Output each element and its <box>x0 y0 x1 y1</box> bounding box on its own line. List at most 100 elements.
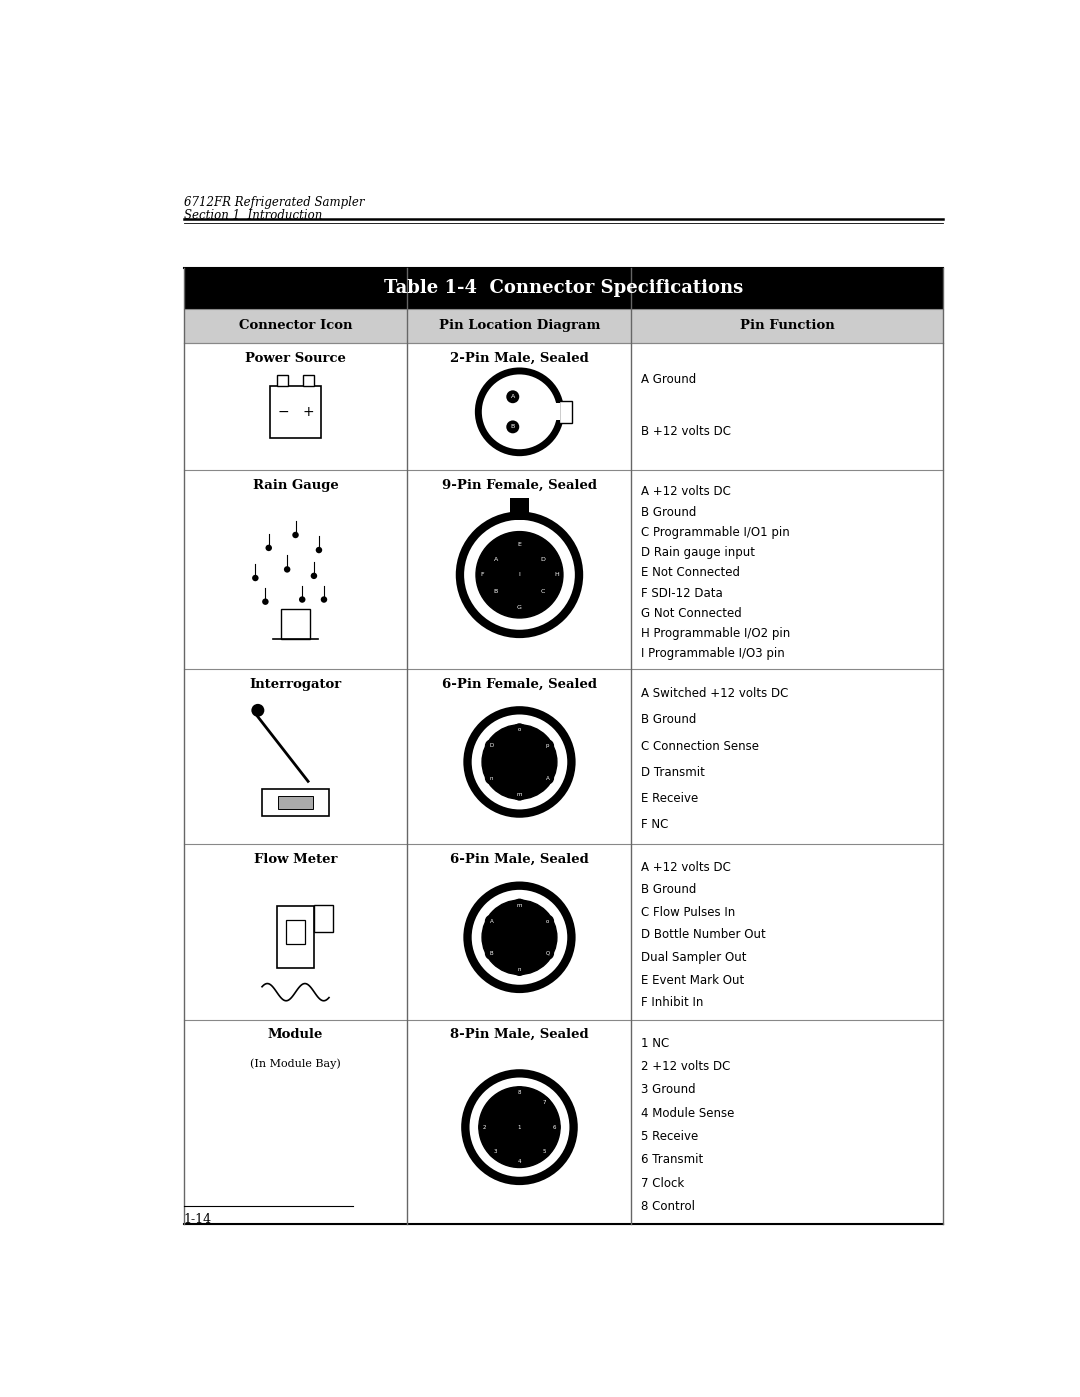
Text: I: I <box>518 573 521 577</box>
Text: A Ground: A Ground <box>642 373 697 386</box>
Text: +: + <box>302 405 314 419</box>
Text: G Not Connected: G Not Connected <box>642 606 742 620</box>
Ellipse shape <box>513 788 526 800</box>
Ellipse shape <box>321 597 327 602</box>
Text: C: C <box>541 590 545 595</box>
Ellipse shape <box>460 515 579 634</box>
Text: 6-Pin Male, Sealed: 6-Pin Male, Sealed <box>450 852 589 866</box>
Text: E Event Mark Out: E Event Mark Out <box>642 974 745 986</box>
Text: I Programmable I/O3 pin: I Programmable I/O3 pin <box>642 647 785 661</box>
Text: E Not Connected: E Not Connected <box>642 566 741 580</box>
Text: 2-Pin Male, Sealed: 2-Pin Male, Sealed <box>450 352 589 365</box>
FancyBboxPatch shape <box>278 376 288 386</box>
Text: 6712FR Refrigerated Sampler: 6712FR Refrigerated Sampler <box>184 196 364 208</box>
Text: C Programmable I/O1 pin: C Programmable I/O1 pin <box>642 525 791 539</box>
Ellipse shape <box>284 566 291 573</box>
Text: F Inhibit In: F Inhibit In <box>642 996 704 1009</box>
Ellipse shape <box>476 569 489 581</box>
Text: 4: 4 <box>517 1160 522 1164</box>
FancyBboxPatch shape <box>184 1020 943 1224</box>
Text: F: F <box>481 573 485 577</box>
Ellipse shape <box>252 704 265 717</box>
FancyBboxPatch shape <box>559 401 572 422</box>
Text: 3 Ground: 3 Ground <box>642 1083 697 1097</box>
FancyBboxPatch shape <box>184 469 943 669</box>
FancyBboxPatch shape <box>184 309 943 344</box>
Text: 5 Receive: 5 Receive <box>642 1130 699 1143</box>
Ellipse shape <box>489 585 502 598</box>
Ellipse shape <box>485 771 498 785</box>
Text: H: H <box>554 573 558 577</box>
Ellipse shape <box>507 420 519 433</box>
FancyBboxPatch shape <box>281 609 310 640</box>
Text: 3: 3 <box>494 1148 497 1154</box>
Text: Module: Module <box>268 1028 323 1041</box>
Ellipse shape <box>538 1146 551 1158</box>
Text: 8 Control: 8 Control <box>642 1200 696 1213</box>
Text: p: p <box>545 743 550 749</box>
Text: E: E <box>517 542 522 548</box>
Ellipse shape <box>541 947 554 960</box>
Ellipse shape <box>293 532 299 538</box>
Ellipse shape <box>311 573 318 580</box>
Text: (In Module Bay): (In Module Bay) <box>251 1059 341 1069</box>
FancyBboxPatch shape <box>184 344 943 469</box>
Text: D: D <box>541 557 545 562</box>
Ellipse shape <box>513 1120 526 1133</box>
Ellipse shape <box>541 915 554 928</box>
FancyBboxPatch shape <box>184 669 943 844</box>
Text: o: o <box>517 728 522 732</box>
Text: H Programmable I/O2 pin: H Programmable I/O2 pin <box>642 627 791 640</box>
Text: A +12 volts DC: A +12 volts DC <box>642 485 731 499</box>
Text: Flow Meter: Flow Meter <box>254 852 337 866</box>
Text: Pin Location Diagram: Pin Location Diagram <box>438 320 600 332</box>
Ellipse shape <box>513 601 526 613</box>
Text: 8: 8 <box>517 1090 522 1095</box>
Text: A: A <box>489 919 494 923</box>
Ellipse shape <box>548 1120 561 1133</box>
Ellipse shape <box>262 598 269 605</box>
Ellipse shape <box>541 739 554 752</box>
Ellipse shape <box>482 900 557 975</box>
Ellipse shape <box>513 898 526 911</box>
Text: Pin Function: Pin Function <box>740 320 835 332</box>
Ellipse shape <box>476 532 563 617</box>
Ellipse shape <box>507 390 519 404</box>
Text: Section 1  Introduction: Section 1 Introduction <box>184 208 322 222</box>
Ellipse shape <box>266 545 272 552</box>
Ellipse shape <box>468 886 571 989</box>
Ellipse shape <box>468 710 571 813</box>
Text: A: A <box>494 557 498 562</box>
Text: D Rain gauge input: D Rain gauge input <box>642 546 756 559</box>
Ellipse shape <box>537 553 550 566</box>
Text: Dual Sampler Out: Dual Sampler Out <box>642 951 747 964</box>
Ellipse shape <box>478 1087 561 1168</box>
Text: B Ground: B Ground <box>642 506 697 518</box>
FancyBboxPatch shape <box>184 268 943 309</box>
FancyBboxPatch shape <box>286 921 305 944</box>
Text: E Receive: E Receive <box>642 792 699 805</box>
Ellipse shape <box>489 553 502 566</box>
Text: A: A <box>511 394 515 400</box>
Text: Connector Icon: Connector Icon <box>239 320 352 332</box>
FancyBboxPatch shape <box>556 404 559 420</box>
FancyBboxPatch shape <box>276 907 314 968</box>
Ellipse shape <box>513 538 526 552</box>
Text: Power Source: Power Source <box>245 352 346 365</box>
Ellipse shape <box>513 963 526 977</box>
Text: B Ground: B Ground <box>642 714 697 726</box>
Text: F NC: F NC <box>642 819 669 831</box>
FancyBboxPatch shape <box>270 386 322 437</box>
Text: B: B <box>511 425 515 429</box>
Text: 9-Pin Female, Sealed: 9-Pin Female, Sealed <box>442 479 597 492</box>
Text: 6-Pin Female, Sealed: 6-Pin Female, Sealed <box>442 678 597 690</box>
FancyBboxPatch shape <box>303 376 314 386</box>
Text: B: B <box>489 951 494 956</box>
Text: B Ground: B Ground <box>642 883 697 897</box>
Text: B +12 volts DC: B +12 volts DC <box>642 425 731 437</box>
Ellipse shape <box>299 597 306 602</box>
Text: A: A <box>545 775 550 781</box>
Text: D Transmit: D Transmit <box>642 766 705 778</box>
Text: 2 +12 volts DC: 2 +12 volts DC <box>642 1060 731 1073</box>
Text: n: n <box>489 775 494 781</box>
